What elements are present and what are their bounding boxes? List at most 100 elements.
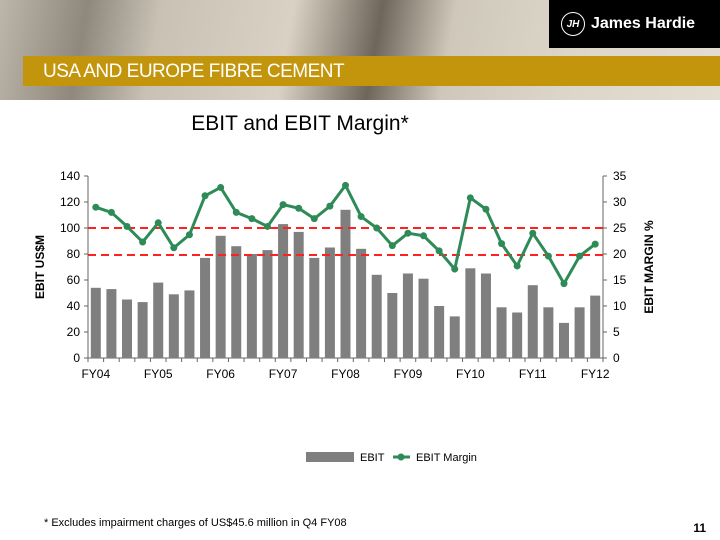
ebit-bar <box>184 290 195 358</box>
ebit-bar <box>153 282 164 358</box>
ebit-margin-point <box>123 222 131 230</box>
ebit-margin-point <box>310 215 318 223</box>
y-tick-label: 60 <box>67 273 81 287</box>
ebit-margin-point <box>560 280 568 288</box>
y-tick-label: 40 <box>67 299 81 313</box>
ebit-margin-point <box>295 204 303 212</box>
ebit-margin-point <box>576 252 584 260</box>
ebit-margin-point <box>451 265 459 273</box>
ebit-bar <box>590 295 601 358</box>
ebit-chart: 0 20 40 60 80 100 120 140 0 5 10 15 20 25 30 35 FY04 FY05… <box>33 169 656 464</box>
ebit-margin-point <box>498 240 506 248</box>
ebit-margin-point <box>326 202 334 210</box>
y-tick-label: 140 <box>60 169 80 183</box>
ebit-bar <box>293 231 304 358</box>
ebit-margin-point <box>591 240 599 248</box>
y-tick-label: 120 <box>60 195 80 209</box>
ebit-bar <box>465 268 476 358</box>
james-hardie-logo: JH James Hardie <box>549 0 720 48</box>
y2-tick-label: 20 <box>613 247 627 261</box>
ebit-bar <box>262 250 273 358</box>
ebit-margin-point <box>513 262 521 270</box>
y2-tick-label: 35 <box>613 169 627 183</box>
ebit-bar <box>246 254 257 358</box>
ebit-margin-point <box>420 232 428 240</box>
y2-tick-label: 25 <box>613 221 627 235</box>
ebit-bar <box>418 278 429 358</box>
y-tick-label: 0 <box>73 351 80 365</box>
legend-ebit-label: EBIT <box>360 452 385 464</box>
ebit-margin-point <box>529 229 537 237</box>
ebit-bar <box>278 224 289 358</box>
ebit-bar <box>574 307 585 358</box>
ebit-bar <box>340 209 351 358</box>
ebit-margin-point <box>201 192 209 200</box>
ebit-margin-point <box>263 222 271 230</box>
section-title: USA AND EUROPE FIBRE CEMENT <box>43 61 345 82</box>
ebit-bar <box>402 273 413 358</box>
y-axis-label: EBIT US$M <box>33 235 47 299</box>
footnote: * Excludes impairment charges of US$45.6… <box>44 517 347 529</box>
ebit-margin-point <box>466 194 474 202</box>
ebit-bar <box>480 273 491 358</box>
ebit-bar <box>496 307 507 358</box>
ebit-bar <box>122 299 133 358</box>
ebit-bar <box>512 312 523 358</box>
page-number: 11 <box>693 521 706 535</box>
ebit-margin-point <box>404 229 412 237</box>
ebit-bar <box>215 235 226 358</box>
ebit-margin-point <box>154 219 162 227</box>
legend-ebit-swatch <box>306 452 354 462</box>
ebit-margin-point <box>482 205 490 213</box>
y2-tick-label: 10 <box>613 299 627 313</box>
y2-tick-label: 0 <box>613 351 620 365</box>
x-tick-label: FY04 <box>81 367 110 381</box>
ebit-bar <box>309 257 320 358</box>
ebit-bar <box>324 247 335 358</box>
y2-tick-label: 30 <box>613 195 627 209</box>
y-tick-label: 80 <box>67 247 81 261</box>
ebit-bar <box>434 306 445 358</box>
ebit-margin-point <box>435 247 443 255</box>
ebit-margin-point <box>279 201 287 209</box>
ebit-bar <box>449 316 460 358</box>
x-tick-label: FY05 <box>144 367 173 381</box>
ebit-bar <box>558 322 569 358</box>
ebit-margin-point <box>232 208 240 216</box>
ebit-bar <box>356 248 367 358</box>
ebit-bar <box>543 307 554 358</box>
x-tick-label: FY12 <box>581 367 610 381</box>
ebit-margin-point <box>139 238 147 246</box>
y-tick-label: 100 <box>60 221 80 235</box>
ebit-bar <box>90 287 101 358</box>
x-tick-label: FY08 <box>331 367 360 381</box>
ebit-margin-point <box>388 242 396 250</box>
ebit-bar <box>200 257 211 358</box>
section-banner: USA AND EUROPE FIBRE CEMENT <box>23 56 720 86</box>
jh-logo-icon: JH <box>561 12 585 36</box>
ebit-margin-point <box>373 224 381 232</box>
x-tick-label: FY06 <box>206 367 235 381</box>
ebit-margin-point <box>357 213 365 221</box>
brand-name: James Hardie <box>591 15 696 32</box>
ebit-bar <box>371 274 382 358</box>
y-tick-label: 20 <box>67 325 81 339</box>
ebit-margin-point <box>342 181 349 189</box>
ebit-margin-point <box>544 252 552 260</box>
ebit-margin-point <box>92 203 100 211</box>
legend-margin-marker <box>397 453 405 461</box>
ebit-margin-point <box>217 183 225 191</box>
y2-tick-label: 5 <box>613 325 620 339</box>
x-tick-label: FY10 <box>456 367 485 381</box>
ebit-bar <box>387 293 398 358</box>
ebit-bar <box>137 302 148 358</box>
ebit-bar <box>106 289 117 358</box>
ebit-margin-point <box>248 215 256 223</box>
legend-margin-label: EBIT Margin <box>416 452 477 464</box>
ebit-margin-point <box>170 244 178 252</box>
ebit-bar <box>527 285 538 358</box>
ebit-bar <box>231 246 242 358</box>
x-tick-label: FY07 <box>269 367 298 381</box>
y2-tick-label: 15 <box>613 273 627 287</box>
x-tick-label: FY09 <box>394 367 423 381</box>
